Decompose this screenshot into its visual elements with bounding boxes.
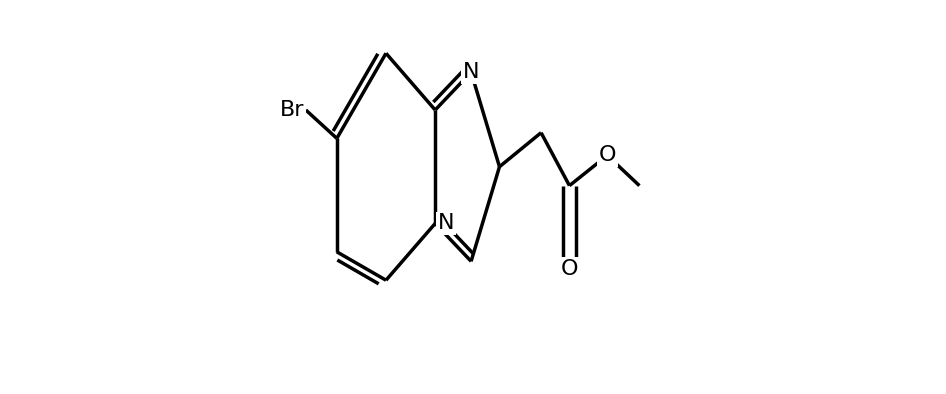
Text: Br: Br — [280, 100, 305, 120]
Text: O: O — [599, 145, 616, 165]
Text: O: O — [561, 259, 578, 279]
Text: N: N — [463, 62, 480, 82]
Text: N: N — [438, 214, 455, 234]
